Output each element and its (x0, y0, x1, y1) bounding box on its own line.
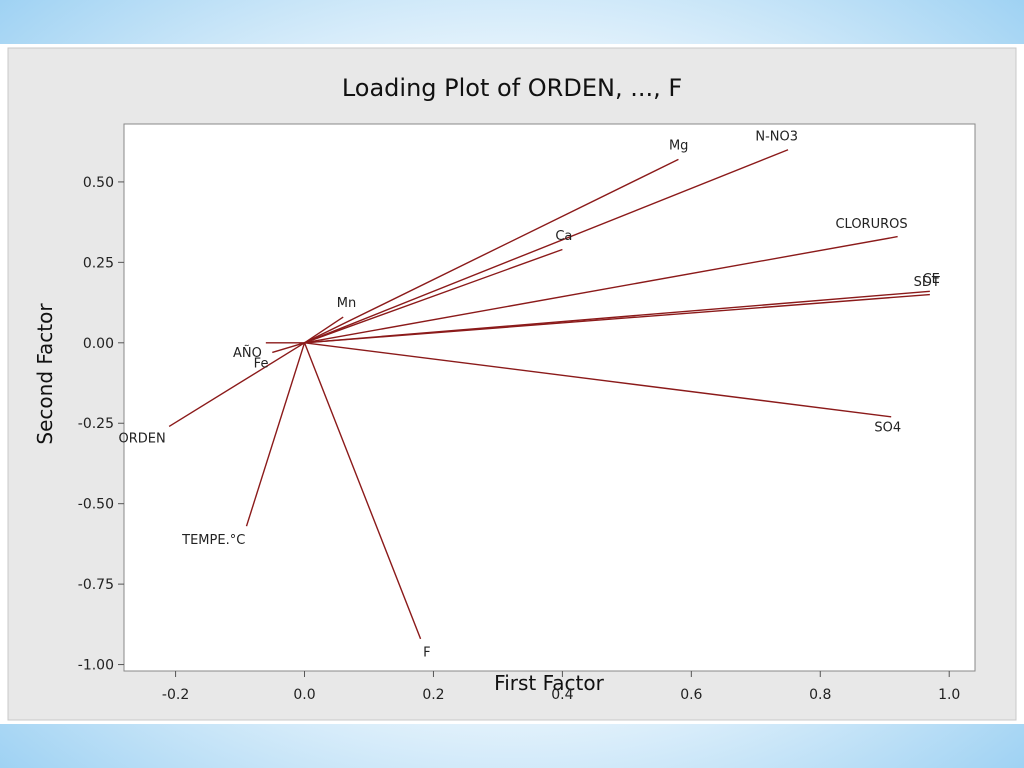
variable-label: ORDEN (119, 432, 166, 447)
x-tick-label: 1.0 (938, 687, 960, 703)
y-tick-label: 0.00 (83, 336, 114, 352)
x-axis-ticks: -0.2 0.0 0.2 0.4 0.6 0.8 1.0 (162, 671, 960, 703)
y-tick-label: -0.25 (78, 416, 114, 432)
variable-label: Fe (254, 357, 269, 372)
y-tick-label: -0.75 (78, 577, 114, 593)
loading-line-7 (304, 235, 898, 344)
loading-line-4 (304, 248, 563, 344)
chart-title: Loading Plot of ORDEN, ..., F (342, 74, 682, 102)
y-tick-label: 0.50 (83, 175, 114, 191)
x-tick-label: 0.2 (422, 687, 444, 703)
y-tick-label: -0.50 (78, 497, 114, 513)
loading-line-6 (304, 149, 789, 344)
y-tick-label: -1.00 (78, 658, 114, 674)
variable-label: AÑO (233, 345, 262, 361)
y-tick-label: 0.25 (83, 255, 114, 271)
loading-line-12 (303, 342, 422, 640)
variable-label: Mg (669, 139, 688, 154)
variable-label: SDT (914, 275, 940, 290)
x-tick-label: -0.2 (162, 687, 189, 703)
x-tick-label: 0.6 (680, 687, 702, 703)
x-tick-label: 0.8 (809, 687, 831, 703)
variable-label: F (423, 646, 430, 661)
loading-line-2 (272, 342, 305, 354)
loading-line-11 (245, 342, 306, 527)
x-axis-title: First Factor (494, 671, 604, 695)
loading-line-9 (304, 293, 930, 344)
variable-label: N-NO3 (755, 129, 798, 144)
y-axis-title: Second Factor (33, 303, 57, 445)
loading-vectors (168, 149, 930, 640)
loading-plot: Loading Plot of ORDEN, ..., F First Fact… (7, 47, 1017, 721)
x-tick-label: 0.4 (551, 687, 573, 703)
variable-label: TEMPE.°C (181, 533, 245, 548)
loading-line-10 (304, 342, 892, 418)
loading-line-3 (304, 316, 344, 344)
plot-area (123, 123, 976, 672)
variable-label: Ca (555, 229, 572, 244)
chart-panel: Loading Plot of ORDEN, ..., F First Fact… (0, 44, 1024, 724)
variable-label: SO4 (874, 420, 901, 435)
loading-line-5 (304, 158, 679, 344)
variable-label: Mn (337, 296, 356, 311)
x-tick-label: 0.0 (293, 687, 315, 703)
variable-label: CLORUROS (835, 217, 907, 232)
y-axis-ticks: 0.50 0.25 0.00 -0.25 -0.50 -0.75 -1.00 (78, 175, 124, 674)
variable-label: CE (923, 272, 940, 287)
loading-line-0 (168, 342, 305, 428)
